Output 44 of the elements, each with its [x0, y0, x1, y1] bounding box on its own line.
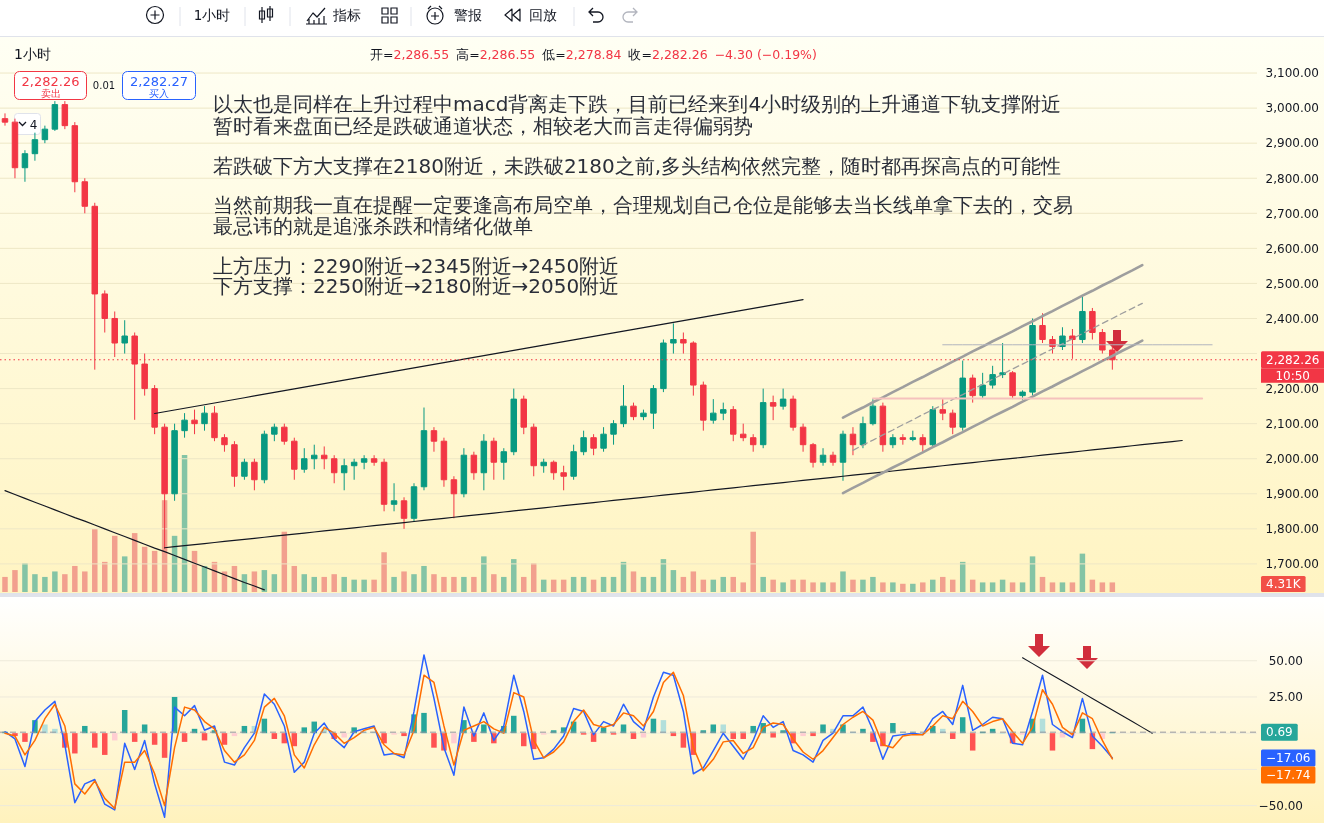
text: 1小时 [193, 7, 231, 23]
y-tick-label: 1,700.00 [1265, 557, 1319, 572]
annotation: 最忌讳的就是追涨杀跌和情绪化做单 [213, 214, 533, 238]
y-tick-label: 2,000.00 [1265, 452, 1319, 467]
annotation: 2,282.27 [130, 74, 188, 89]
y-tick-label: 2,500.00 [1265, 276, 1319, 291]
annotation: 暂时看来盘面已经是跌破通道状态，相较老大而言走得偏弱势 [213, 114, 753, 138]
y-tick-label: 1,900.00 [1265, 487, 1319, 502]
y-tick-label: 50.00 [1268, 654, 1303, 669]
text: −17.06 [1266, 751, 1311, 766]
text: 4.31K [1266, 577, 1302, 592]
ref-line-label: 2,282.26 [1266, 353, 1320, 368]
y-tick-label: 2,100.00 [1265, 416, 1319, 431]
text: 回放 [529, 7, 557, 23]
y-tick-label: 25.00 [1268, 690, 1303, 705]
text: 10:50 [1275, 368, 1311, 383]
y-tick-label: 2,800.00 [1265, 171, 1319, 186]
annotation: 开=2,286.55 [370, 47, 450, 62]
annotation: 收=2,282.26 [628, 47, 708, 62]
annotation: 卖出 [40, 87, 61, 99]
y-tick-label: 2,900.00 [1265, 136, 1319, 151]
text: −17.74 [1266, 768, 1311, 783]
text: 指标 [332, 7, 361, 23]
y-tick-label: 2,200.00 [1265, 381, 1319, 396]
annotation: 0.01 [92, 80, 116, 91]
annotation: 当然前期我一直在提醒一定要逢高布局空单，合理规划自己仓位是能够去当长线单拿下去的，交易 [213, 193, 1073, 217]
annotation: 4 [29, 117, 38, 132]
annotation: 2,282.26 [21, 74, 80, 89]
y-tick-label: 3,100.00 [1265, 66, 1319, 81]
y-tick-label: 3,000.00 [1265, 101, 1319, 116]
text: 警报 [454, 7, 482, 23]
annotation: −4.30 (−0.19%) [714, 47, 817, 62]
annotation: 买入 [149, 87, 169, 99]
y-tick-label: 2,700.00 [1265, 206, 1319, 221]
annotation: 高=2,286.55 [456, 47, 536, 62]
y-tick-label: 2,600.00 [1265, 241, 1319, 256]
text: 1小时 [14, 46, 51, 62]
y-tick-label: 2,400.00 [1265, 311, 1319, 326]
y-tick-label: 1,800.00 [1265, 522, 1319, 537]
text: 0.69 [1266, 725, 1293, 740]
annotation: 若跌破下方大支撑在2180附近，未跌破2180之前,多头结构依然完整，随时都再探高点的可能性 [213, 154, 1062, 178]
annotation: 低=2,278.84 [542, 47, 622, 62]
annotation: 以太也是同样在上升过程中macd背离走下跌，目前已经来到4小时级别的上升通道下轨支撑附近 [213, 92, 1062, 116]
y-tick-label: −50.00 [1258, 798, 1303, 813]
